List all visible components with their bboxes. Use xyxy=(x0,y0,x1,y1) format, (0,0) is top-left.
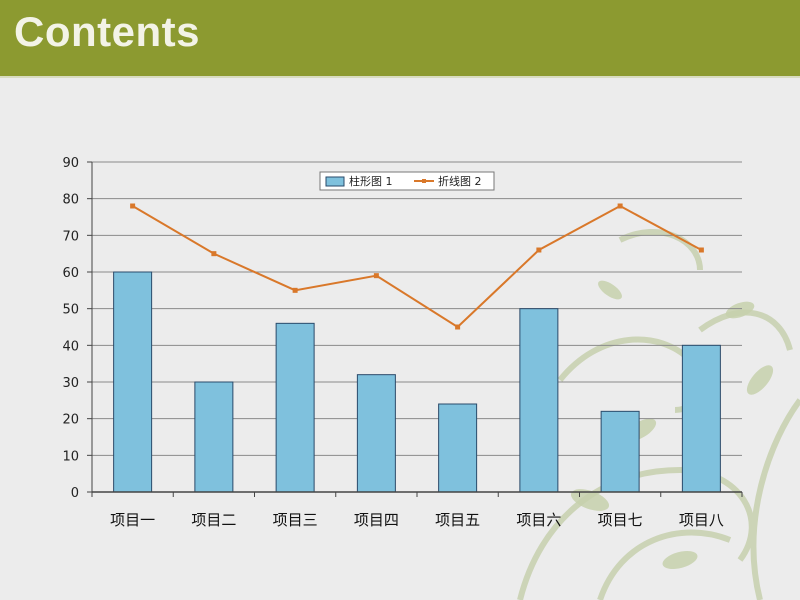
x-category-label: 项目六 xyxy=(516,511,561,529)
x-category-label: 项目一 xyxy=(110,511,155,529)
line-series xyxy=(132,204,702,329)
x-category-label: 项目二 xyxy=(191,511,236,529)
line-point xyxy=(536,247,542,253)
y-tick-label: 60 xyxy=(62,266,79,281)
y-tick-label: 10 xyxy=(62,449,79,464)
line-point xyxy=(617,203,623,209)
y-tick-label: 80 xyxy=(62,193,79,208)
title-bar: Contents xyxy=(0,0,800,76)
header-divider xyxy=(0,76,800,78)
x-category-label: 项目五 xyxy=(435,511,480,529)
bar xyxy=(519,308,559,493)
x-category-label: 项目八 xyxy=(679,511,724,529)
x-category-label: 项目四 xyxy=(354,511,399,529)
y-tick-label: 30 xyxy=(62,376,79,391)
line-point xyxy=(292,287,298,293)
legend-bar-swatch xyxy=(325,176,345,187)
line-point xyxy=(455,324,461,330)
x-category-label: 项目七 xyxy=(598,511,643,529)
bar xyxy=(356,374,396,493)
bar xyxy=(113,271,153,493)
y-tick-label: 90 xyxy=(62,156,79,171)
bar xyxy=(194,381,234,493)
line-point xyxy=(373,273,379,279)
legend-label-line: 折线图 2 xyxy=(438,174,482,188)
page-title: Contents xyxy=(14,8,200,55)
line-point xyxy=(130,203,136,209)
y-tick-label: 40 xyxy=(62,339,79,354)
line-point xyxy=(698,247,704,253)
legend-label-bar: 柱形图 1 xyxy=(349,174,393,188)
y-tick-label: 0 xyxy=(71,486,79,501)
bar xyxy=(438,403,478,493)
x-category-label: 项目三 xyxy=(273,511,318,529)
bar xyxy=(681,344,721,493)
y-tick-label: 70 xyxy=(62,229,79,244)
y-tick-label: 20 xyxy=(62,413,79,428)
legend-box xyxy=(319,171,495,191)
line-point xyxy=(211,251,217,257)
y-tick-label: 50 xyxy=(62,303,79,318)
bar xyxy=(600,410,640,493)
legend-line-marker xyxy=(422,179,426,183)
bar xyxy=(275,322,315,493)
